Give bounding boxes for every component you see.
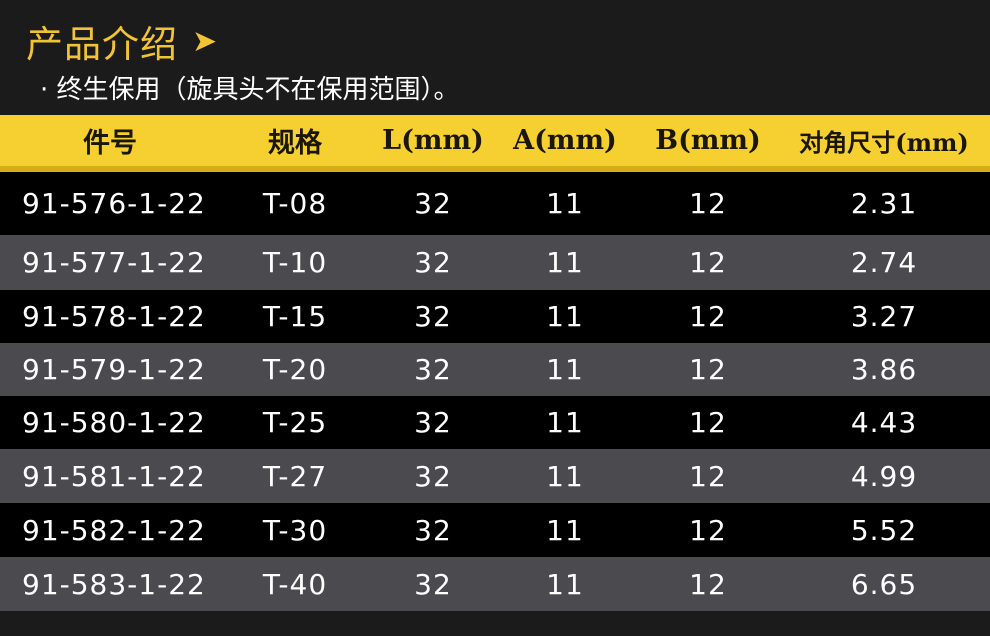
table-cell: 91-578-1-22 bbox=[22, 300, 206, 333]
table-cell: T-27 bbox=[262, 459, 328, 493]
table-cell: 4.43 bbox=[850, 406, 918, 439]
table-cell: 91-580-1-22 bbox=[22, 406, 206, 439]
table-cell: 11 bbox=[546, 300, 584, 333]
title-text: 产品介绍 bbox=[26, 23, 178, 66]
table-row: 91-582-1-22 T-30 32 11 12 5.52 bbox=[0, 503, 990, 557]
table-cell: 11 bbox=[546, 459, 584, 493]
table-cell: T-20 bbox=[262, 353, 328, 386]
table-row: 91-578-1-22 T-15 32 11 12 3.27 bbox=[0, 290, 990, 343]
table-cell: 32 bbox=[414, 246, 452, 279]
table-cell: 12 bbox=[689, 300, 727, 333]
table-cell: T-15 bbox=[262, 300, 328, 333]
table-row: 91-577-1-22 T-10 32 11 12 2.74 bbox=[0, 235, 990, 290]
table-row: 91-583-1-22 T-40 32 11 12 6.65 bbox=[0, 557, 990, 611]
table-cell: 32 bbox=[414, 353, 452, 386]
table-cell: 3.27 bbox=[850, 300, 918, 333]
table-cell: 12 bbox=[689, 567, 727, 601]
column-header: 规格 bbox=[268, 128, 322, 159]
table-cell: 12 bbox=[689, 459, 727, 493]
table-cell: 32 bbox=[414, 300, 452, 333]
column-header: A(mm) bbox=[513, 125, 617, 156]
table-cell: 91-581-1-22 bbox=[22, 459, 206, 493]
table-row: 91-580-1-22 T-25 32 11 12 4.43 bbox=[0, 396, 990, 449]
table-cell: 32 bbox=[414, 567, 452, 601]
table-cell: 2.31 bbox=[850, 187, 918, 220]
table-cell: 12 bbox=[689, 187, 727, 220]
arrow-right-icon: ➤ bbox=[192, 23, 219, 59]
table-cell: 91-583-1-22 bbox=[22, 567, 206, 601]
table-cell: 32 bbox=[414, 187, 452, 220]
table-cell: 12 bbox=[689, 353, 727, 386]
table-cell: T-40 bbox=[262, 567, 328, 601]
column-header: L(mm) bbox=[382, 125, 484, 156]
table-cell: T-30 bbox=[262, 513, 328, 547]
section-title: 产品介绍 ➤ bbox=[26, 14, 218, 68]
table-row: 91-579-1-22 T-20 32 11 12 3.86 bbox=[0, 343, 990, 396]
table-cell: 12 bbox=[689, 406, 727, 439]
table-cell: T-08 bbox=[262, 187, 328, 220]
table-cell: 91-579-1-22 bbox=[22, 353, 206, 386]
table-cell: 32 bbox=[414, 513, 452, 547]
table-cell: 91-576-1-22 bbox=[22, 187, 206, 220]
table-cell: 4.99 bbox=[850, 459, 918, 493]
table-cell: 32 bbox=[414, 459, 452, 493]
table-cell: 12 bbox=[689, 513, 727, 547]
table-cell: 6.65 bbox=[850, 567, 918, 601]
table-cell: 11 bbox=[546, 567, 584, 601]
table-cell: 5.52 bbox=[850, 513, 918, 547]
table-cell: 91-582-1-22 bbox=[22, 513, 206, 547]
table-cell: 11 bbox=[546, 246, 584, 279]
table-cell: 2.74 bbox=[850, 246, 918, 279]
table-cell: 12 bbox=[689, 246, 727, 279]
table-cell: 11 bbox=[546, 187, 584, 220]
table-cell: 11 bbox=[546, 406, 584, 439]
table-cell: 11 bbox=[546, 353, 584, 386]
table-cell: T-10 bbox=[262, 246, 328, 279]
table-header: 件号 规格 L(mm) A(mm) B(mm) 对角尺寸(mm) bbox=[0, 115, 990, 172]
table-cell: 11 bbox=[546, 513, 584, 547]
column-header: B(mm) bbox=[655, 125, 761, 156]
table-cell: 3.86 bbox=[850, 353, 918, 386]
column-header: 件号 bbox=[83, 128, 137, 159]
column-header: 对角尺寸(mm) bbox=[799, 128, 969, 157]
table-cell: 91-577-1-22 bbox=[22, 246, 206, 279]
table-row: 91-581-1-22 T-27 32 11 12 4.99 bbox=[0, 449, 990, 503]
warranty-note: · 终生保用（旋具头不在保用范围）。 bbox=[40, 75, 460, 105]
table-cell: 32 bbox=[414, 406, 452, 439]
table-row: 91-576-1-22 T-08 32 11 12 2.31 bbox=[0, 172, 990, 235]
table-cell: T-25 bbox=[262, 406, 328, 439]
